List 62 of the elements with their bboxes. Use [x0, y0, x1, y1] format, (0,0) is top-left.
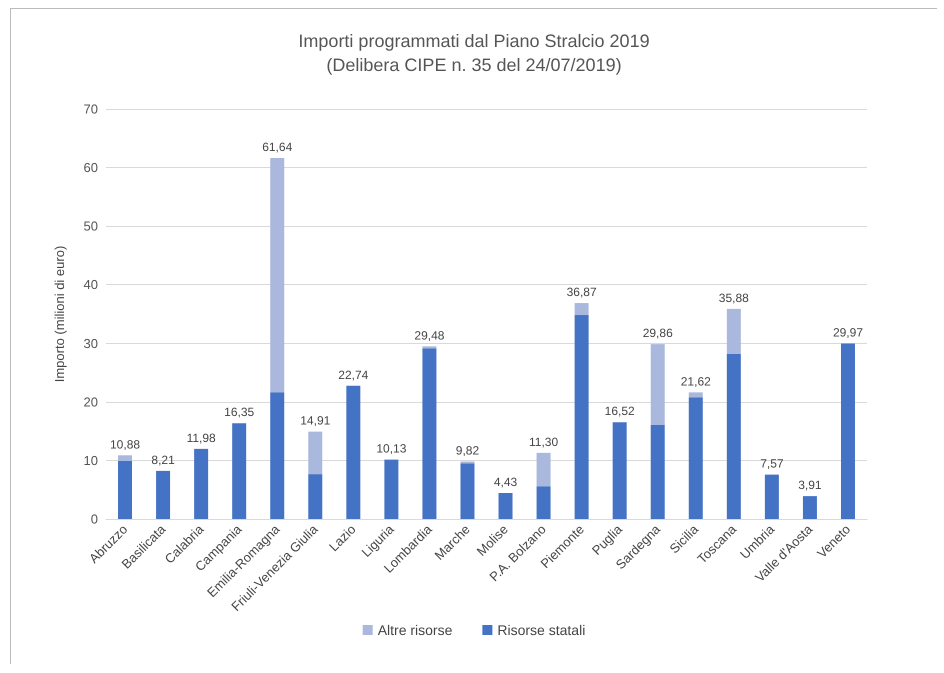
bar: [384, 460, 398, 519]
total-label: 10,88: [110, 437, 140, 452]
y-tick-label: 0: [90, 512, 98, 526]
chart-title: Importi programmati dal Piano Stralcio 2019: [298, 31, 650, 51]
total-label: 21,62: [680, 374, 712, 388]
bar: [346, 386, 360, 519]
y-tick-label: 50: [84, 218, 98, 234]
total-label: 10,13: [376, 442, 407, 456]
total-label: 3,91: [798, 478, 822, 492]
bar: [574, 315, 589, 519]
y-tick-label: 10: [84, 452, 98, 468]
bar: [422, 346, 436, 349]
total-label: 4,43: [494, 475, 518, 490]
y-tick-label: 30: [84, 336, 98, 351]
bar: [118, 461, 132, 519]
bar: [726, 308, 741, 354]
bar: [270, 158, 284, 392]
bar: [232, 423, 246, 519]
total-label: 7,57: [760, 456, 784, 471]
total-label: 11,30: [529, 434, 558, 449]
bar: [118, 455, 132, 462]
total-label: 11,98: [186, 430, 216, 445]
bar: [194, 448, 208, 519]
bar: [840, 343, 855, 519]
y-tick-label: 70: [84, 102, 98, 116]
total-label: 8,21: [151, 452, 176, 467]
y-tick-label: 40: [84, 277, 98, 292]
bar: [270, 392, 284, 519]
bar: [536, 486, 551, 519]
total-label: 16,52: [604, 404, 636, 418]
total-label: 29,97: [832, 325, 864, 340]
bar: [688, 392, 703, 398]
bar: [612, 422, 627, 519]
total-label: 14,91: [300, 414, 331, 428]
total-label: 9,82: [456, 443, 480, 458]
bar: [308, 474, 322, 519]
total-label: 16,35: [224, 405, 255, 420]
bar: [536, 452, 551, 486]
bar: [460, 463, 474, 519]
legend-label: Risorse statali: [497, 622, 586, 638]
total-label: 22,74: [338, 368, 369, 382]
total-label: 35,88: [718, 290, 750, 305]
y-tick-label: 60: [84, 160, 98, 176]
total-label: 61,64: [262, 140, 293, 154]
bar: [650, 344, 665, 426]
bar: [422, 348, 436, 519]
y-axis-title: Importo (milioni di euro): [52, 246, 67, 382]
bar: [156, 470, 170, 519]
y-tick-label: 20: [84, 394, 98, 410]
total-label: 29,48: [414, 328, 445, 342]
bar: [764, 474, 779, 519]
total-label: 36,87: [566, 285, 597, 300]
chart-subtitle: (Delibera CIPE n. 35 del 24/07/2019): [326, 55, 622, 75]
bar: [726, 354, 741, 519]
bar: [688, 398, 703, 519]
bar: [498, 493, 513, 519]
bar: [802, 496, 817, 519]
bar: [308, 432, 322, 474]
legend-label: Altre risorse: [378, 622, 453, 638]
total-label: 29,86: [642, 326, 674, 340]
bar: [574, 303, 589, 316]
bar: [650, 425, 665, 519]
